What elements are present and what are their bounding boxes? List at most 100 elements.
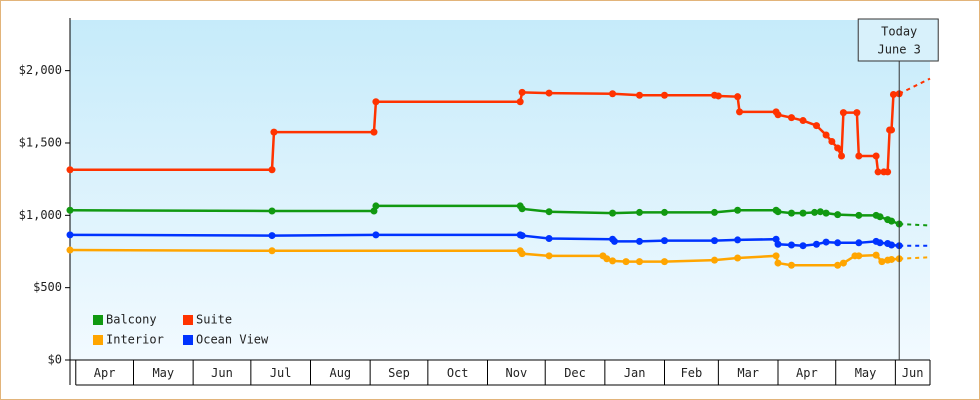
data-point [812, 240, 820, 248]
data-point [888, 126, 896, 134]
data-point [545, 234, 553, 242]
forecast-line [899, 256, 931, 260]
data-point [516, 98, 524, 106]
data-point [268, 232, 276, 240]
data-point [828, 138, 836, 146]
data-point [609, 257, 617, 265]
data-point [372, 98, 380, 106]
y-tick-label: $0 [48, 353, 62, 367]
legend-swatch [183, 335, 193, 345]
data-point [839, 259, 847, 267]
data-point [834, 211, 842, 219]
data-point [736, 108, 744, 116]
data-point [545, 252, 553, 260]
x-tick-label: May [152, 366, 174, 380]
legend-label: Ocean View [196, 333, 269, 347]
data-point [872, 152, 880, 160]
x-tick-label: Aug [329, 366, 351, 380]
data-point [787, 241, 795, 249]
data-point [610, 237, 618, 245]
data-point [822, 131, 830, 139]
data-point [888, 241, 896, 249]
data-point [518, 88, 526, 96]
data-point [822, 238, 830, 246]
data-point [268, 166, 276, 174]
data-point [799, 242, 807, 250]
x-tick-label: May [855, 366, 877, 380]
data-point [812, 122, 820, 130]
data-point [714, 92, 722, 100]
data-point [660, 91, 668, 99]
x-tick-label: Apr [796, 366, 818, 380]
data-point [660, 237, 668, 245]
data-point [734, 206, 742, 214]
data-point [66, 206, 74, 214]
data-point [834, 144, 842, 152]
data-point [372, 202, 380, 210]
data-point [270, 128, 278, 136]
x-tick-label: Oct [447, 366, 469, 380]
data-point [855, 152, 863, 160]
data-point [66, 246, 74, 254]
data-point [822, 209, 830, 217]
data-point [545, 208, 553, 216]
data-point [774, 111, 782, 119]
data-point [787, 114, 795, 122]
forecast-line [899, 223, 931, 227]
data-point [837, 152, 845, 160]
data-point [603, 255, 611, 263]
data-point [268, 207, 276, 215]
data-point [855, 239, 863, 247]
data-point [884, 168, 892, 176]
today-label: June 3 [878, 43, 921, 57]
data-point [734, 93, 742, 101]
data-point [888, 217, 896, 225]
data-point [66, 166, 74, 174]
legend-label: Suite [196, 313, 232, 327]
data-point [889, 91, 897, 99]
data-point [888, 255, 896, 263]
data-point [711, 237, 719, 245]
data-point [872, 251, 880, 259]
data-point [635, 91, 643, 99]
x-tick-label: Mar [737, 366, 759, 380]
data-point [622, 258, 630, 266]
data-point [774, 208, 782, 216]
x-tick-label: Jun [211, 366, 233, 380]
today-box [857, 18, 939, 62]
data-point [834, 239, 842, 247]
data-point [370, 128, 378, 136]
data-point [711, 256, 719, 264]
data-point [711, 208, 719, 216]
data-point [787, 209, 795, 217]
x-tick-label: Sep [388, 366, 410, 380]
data-point [774, 259, 782, 267]
y-tick-label: $500 [33, 280, 62, 294]
data-point [855, 252, 863, 260]
data-point [855, 211, 863, 219]
data-point [609, 209, 617, 217]
x-tick-label: Jun [902, 366, 924, 380]
data-point [518, 205, 526, 213]
data-point [635, 258, 643, 266]
data-point [268, 247, 276, 255]
x-tick-label: Apr [94, 366, 116, 380]
data-point [66, 231, 74, 239]
data-point [839, 109, 847, 117]
data-point [518, 250, 526, 258]
y-tick-label: $2,000 [19, 63, 62, 77]
data-point [545, 89, 553, 97]
data-point [734, 236, 742, 244]
data-point [834, 261, 842, 269]
data-point [874, 168, 882, 176]
data-point [878, 258, 886, 266]
data-point [609, 90, 617, 98]
x-tick-label: Jul [270, 366, 292, 380]
data-point [734, 254, 742, 262]
data-point [518, 232, 526, 240]
y-tick-label: $1,000 [19, 208, 62, 222]
data-point [787, 261, 795, 269]
y-tick-label: $1,500 [19, 135, 62, 149]
